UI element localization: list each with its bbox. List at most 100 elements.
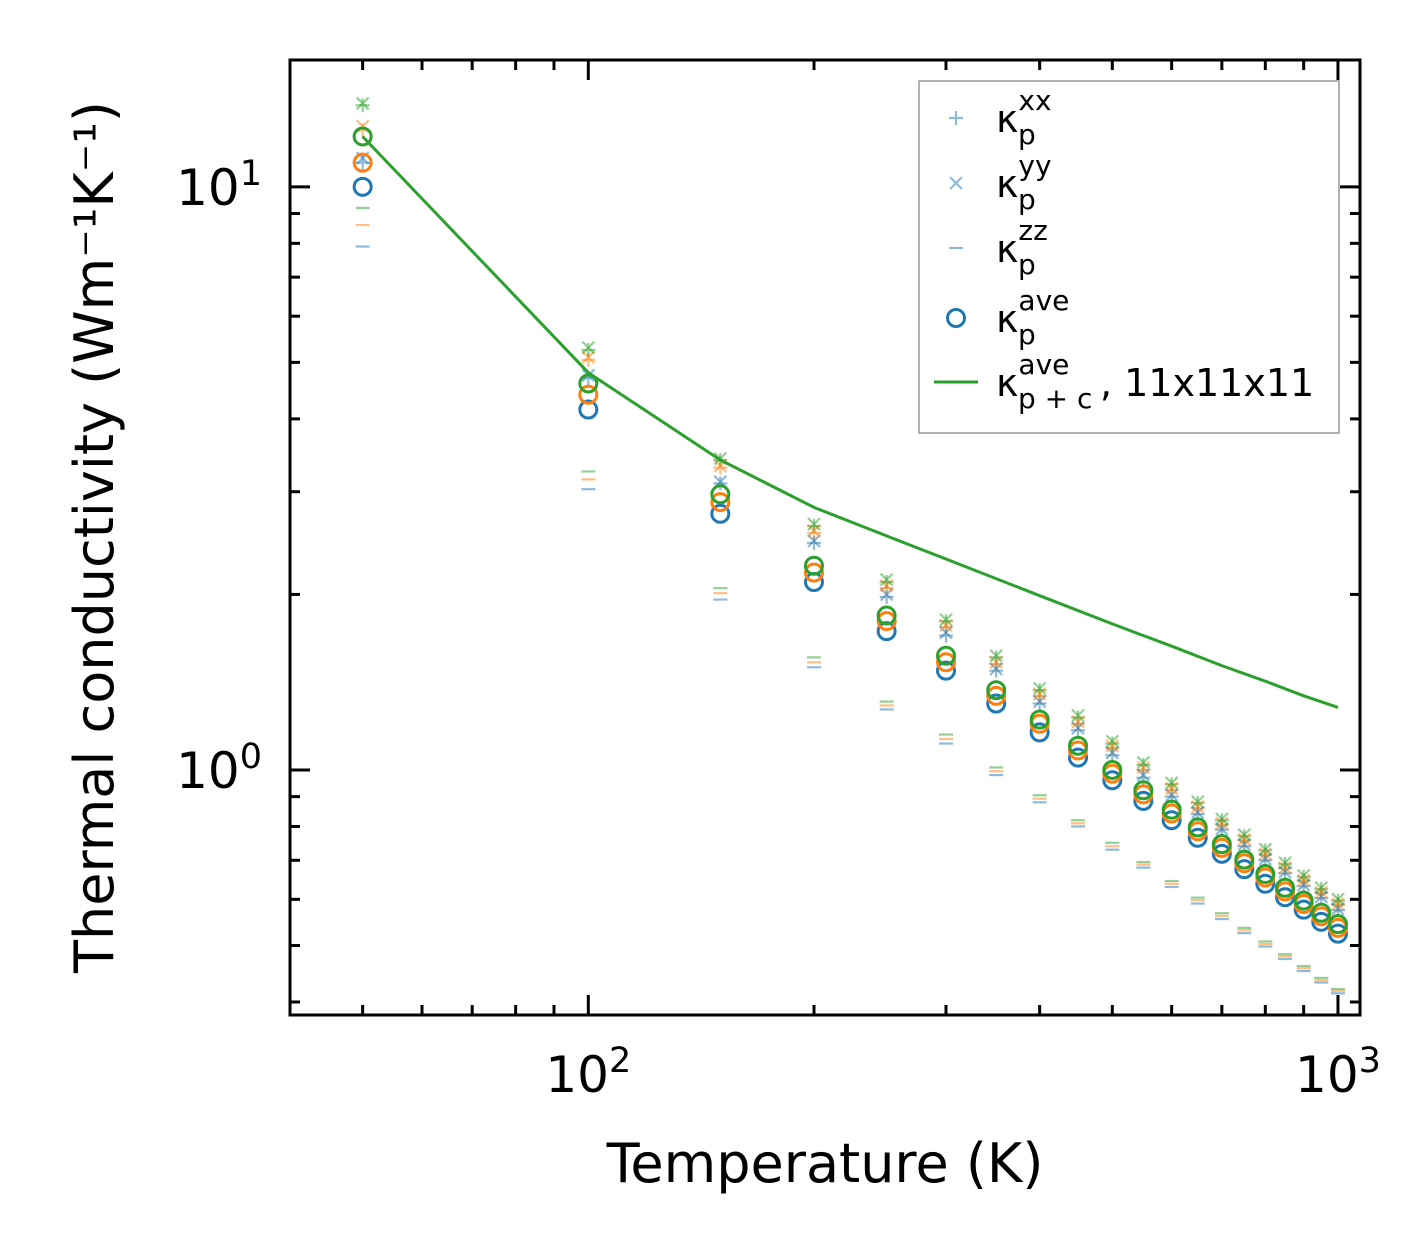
kave-point bbox=[1211, 843, 1232, 864]
kxx-point bbox=[949, 111, 963, 125]
series-kave_c1 bbox=[352, 176, 1348, 944]
kyy-point bbox=[1032, 681, 1047, 696]
y-tick-label: 101 bbox=[176, 154, 262, 217]
series-kyy_c2 bbox=[355, 119, 1345, 911]
kave-point bbox=[578, 384, 599, 405]
kyy-point bbox=[1190, 794, 1205, 809]
kave-point bbox=[1187, 827, 1208, 848]
kyy-point bbox=[1237, 828, 1252, 842]
kyy-point bbox=[1071, 714, 1085, 729]
kave-point bbox=[352, 152, 373, 173]
kave-point bbox=[946, 308, 966, 328]
kave-point bbox=[876, 605, 897, 626]
legend-label: κzz p bbox=[996, 214, 1048, 281]
kave-point bbox=[1275, 887, 1296, 908]
kave-point bbox=[935, 660, 956, 681]
kyy-point bbox=[1278, 856, 1292, 870]
kyy-point bbox=[1164, 781, 1179, 796]
kyy-point bbox=[1215, 822, 1229, 836]
kave-point bbox=[352, 176, 373, 197]
series-kzz_c1 bbox=[355, 245, 1345, 995]
kave-point bbox=[986, 680, 1007, 701]
kave-point bbox=[1327, 914, 1348, 935]
kave-point bbox=[1234, 849, 1255, 870]
kxx-point bbox=[1105, 736, 1120, 751]
kave-point bbox=[1211, 834, 1232, 855]
kyy-point bbox=[879, 572, 894, 587]
kyy-point bbox=[939, 618, 953, 633]
kave-point bbox=[1161, 799, 1182, 820]
kyy-point bbox=[1190, 799, 1205, 814]
kyy-point bbox=[1331, 897, 1345, 911]
kpc-line bbox=[361, 135, 1339, 709]
kave-point bbox=[1311, 902, 1332, 923]
tick-label-group: 102 103 100 101 bbox=[176, 154, 1381, 1104]
kave-point bbox=[1275, 877, 1296, 898]
kave-point bbox=[1293, 890, 1314, 911]
kyy-point bbox=[1237, 837, 1252, 852]
kyy-point bbox=[1215, 816, 1229, 831]
kave-point bbox=[1102, 759, 1123, 780]
kave-point bbox=[1255, 864, 1276, 885]
kave-point bbox=[986, 685, 1007, 706]
kyy-point bbox=[1136, 760, 1151, 775]
kave-point bbox=[578, 399, 599, 420]
legend-frame bbox=[918, 80, 1340, 434]
series-kzz_c2 bbox=[355, 223, 1345, 992]
kave-point bbox=[1133, 790, 1154, 811]
kyy-point bbox=[581, 340, 596, 355]
legend-label: κyy p bbox=[996, 149, 1052, 216]
kyy-point bbox=[939, 612, 953, 627]
kave-point bbox=[1133, 780, 1154, 801]
kyy-point bbox=[1296, 868, 1311, 883]
kxx-point bbox=[581, 343, 596, 358]
kxx-point bbox=[1136, 757, 1151, 772]
kyy-point bbox=[949, 176, 963, 190]
kave-point bbox=[1234, 859, 1255, 880]
kave-point bbox=[710, 492, 731, 513]
kave-point bbox=[935, 652, 956, 673]
kyy-point bbox=[1314, 885, 1329, 900]
series-kzz_c3 bbox=[355, 206, 1345, 991]
kyy-point bbox=[1136, 755, 1151, 770]
kave-point bbox=[803, 562, 824, 583]
kave-point bbox=[710, 503, 731, 524]
kyy-point bbox=[1105, 734, 1120, 749]
series-group bbox=[352, 96, 1348, 995]
x-tick-label: 102 bbox=[545, 1041, 631, 1104]
kave-point bbox=[352, 126, 373, 147]
series-kave_c3 bbox=[352, 126, 1348, 935]
kave-point bbox=[578, 373, 599, 394]
kave-point bbox=[876, 611, 897, 632]
series-kyy_c3 bbox=[355, 96, 1345, 907]
y-axis-label: Thermal conductivity (Wm⁻¹K⁻¹) bbox=[63, 101, 126, 974]
kyy-point bbox=[1190, 805, 1205, 820]
series-kyy_c1 bbox=[355, 151, 1345, 916]
kyy-point bbox=[1296, 873, 1311, 888]
kyy-point bbox=[1237, 832, 1252, 847]
y-tick-label: 100 bbox=[176, 737, 262, 800]
kyy-point bbox=[1258, 847, 1273, 861]
kave-point bbox=[935, 645, 956, 666]
kave-point bbox=[1029, 709, 1050, 730]
kyy-point bbox=[1032, 687, 1047, 701]
legend-label: κave p + c, 11x11x11 bbox=[996, 348, 1314, 415]
legend-label: κxx p bbox=[996, 84, 1052, 151]
kave-point bbox=[1187, 817, 1208, 838]
kyy-point bbox=[807, 534, 821, 548]
kxx-point bbox=[355, 98, 370, 113]
kyy-point bbox=[879, 578, 894, 593]
kave-point bbox=[1327, 923, 1348, 944]
kave-point bbox=[1068, 747, 1089, 768]
kave-point bbox=[1255, 873, 1276, 894]
x-axis-label: Temperature (K) bbox=[606, 1132, 1044, 1195]
kyy-point bbox=[1314, 880, 1329, 895]
kave-point bbox=[710, 484, 731, 505]
series-kpc_ave bbox=[361, 135, 1339, 709]
kyy-point bbox=[807, 517, 821, 531]
kave-point bbox=[1102, 770, 1123, 791]
kyy-point bbox=[581, 350, 596, 365]
kave-point bbox=[986, 693, 1007, 714]
